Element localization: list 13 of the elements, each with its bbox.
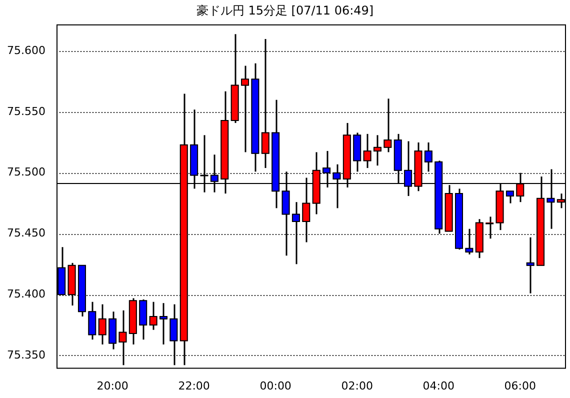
y-tick-label: 75.500: [6, 166, 46, 179]
x-tick-label: 06:00: [504, 379, 536, 392]
y-tick-label: 75.600: [6, 44, 46, 58]
y-tick-label: 75.450: [6, 226, 46, 240]
x-tick-label: 00:00: [260, 379, 292, 392]
x-tick-label: 20:00: [96, 379, 128, 392]
chart-title: 豪ドル円 15分足 [07/11 06:49]: [196, 3, 374, 18]
y-tick-label: 75.350: [6, 348, 46, 362]
x-tick-label: 22:00: [178, 379, 210, 392]
x-tick-label: 02:00: [341, 379, 373, 392]
y-tick-label: 75.550: [6, 104, 46, 118]
x-tick-label: 04:00: [422, 379, 454, 392]
y-tick-label: 75.400: [6, 287, 46, 300]
